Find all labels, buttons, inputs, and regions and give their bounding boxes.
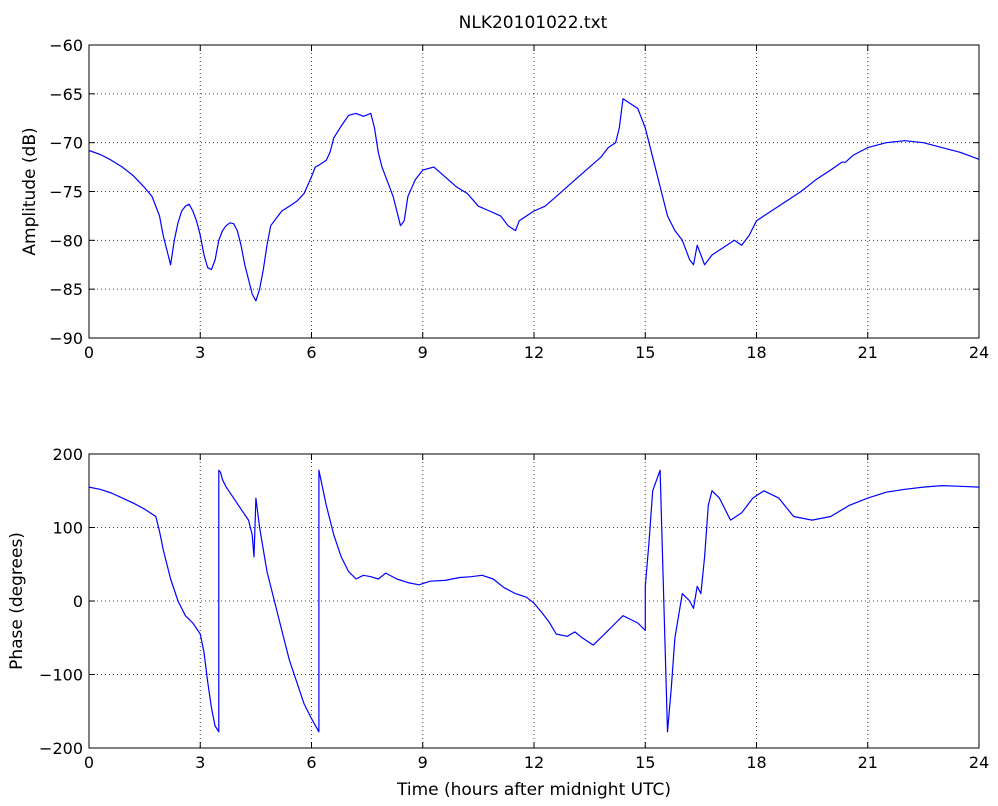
phase-x-axis-label: Time (hours after midnight UTC) <box>396 780 671 800</box>
amplitude-plot: 0 3 6 9 12 15 18 21 24 −90 −85 −80 −75 −70 −65 −60 Ampli… <box>20 36 989 362</box>
amplitude-x-tick-label: 18 <box>746 343 766 362</box>
amplitude-y-tick-label: −65 <box>49 85 83 104</box>
phase-x-tick-label: 6 <box>306 753 316 772</box>
amplitude-x-tick-label: 0 <box>84 343 94 362</box>
phase-y-axis-label: Phase (degrees) <box>7 532 27 670</box>
phase-y-tick-label: 0 <box>73 592 83 611</box>
phase-y-tick-label: 100 <box>52 519 83 538</box>
phase-plot: 0 3 6 9 12 15 18 21 24 −200 −100 0 100 200 Phase (degr… <box>7 445 989 800</box>
phase-y-tick-label: 200 <box>52 445 83 464</box>
amplitude-x-tick-label: 15 <box>635 343 655 362</box>
phase-x-tick-label: 21 <box>858 753 878 772</box>
amplitude-x-tick-label: 9 <box>418 343 428 362</box>
phase-x-tick-label: 18 <box>746 753 766 772</box>
phase-x-tick-label: 9 <box>418 753 428 772</box>
amplitude-series-line <box>88 98 980 302</box>
chart-title: NLK20101022.txt <box>459 13 608 33</box>
amplitude-x-tick-label: 6 <box>306 343 316 362</box>
amplitude-x-tick-label: 21 <box>858 343 878 362</box>
amplitude-y-tick-label: −75 <box>49 183 83 202</box>
amplitude-y-axis-label: Amplitude (dB) <box>20 127 40 255</box>
amplitude-y-tick-label: −80 <box>49 231 83 250</box>
amplitude-x-tick-label: 12 <box>524 343 544 362</box>
phase-x-tick-label: 0 <box>84 753 94 772</box>
amplitude-y-tick-label: −70 <box>49 134 83 153</box>
phase-x-tick-label: 15 <box>635 753 655 772</box>
phase-x-tick-label: 24 <box>969 753 989 772</box>
amplitude-x-tick-label: 24 <box>969 343 989 362</box>
phase-y-tick-label: −200 <box>39 739 83 758</box>
amplitude-y-tick-label: −85 <box>49 280 83 299</box>
amplitude-x-tick-label: 3 <box>195 343 205 362</box>
phase-x-tick-label: 12 <box>524 753 544 772</box>
phase-x-tick-label: 3 <box>195 753 205 772</box>
amplitude-y-tick-label: −90 <box>49 329 83 348</box>
amplitude-y-tick-label: −60 <box>49 36 83 55</box>
phase-y-tick-label: −100 <box>39 666 83 685</box>
phase-series-line <box>88 469 980 733</box>
